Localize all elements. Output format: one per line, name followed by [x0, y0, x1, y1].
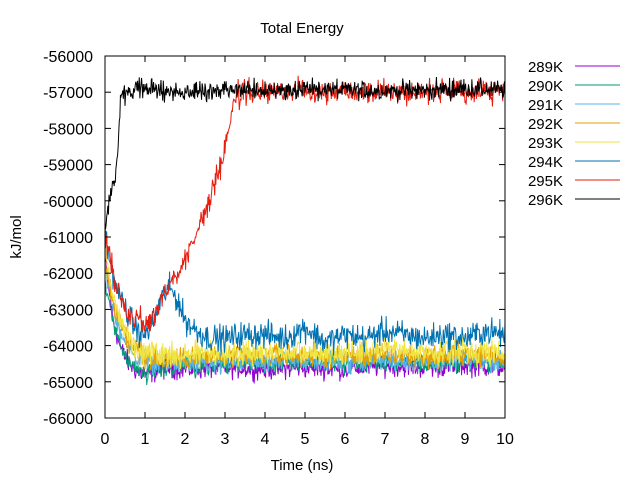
x-tick-label: 2 — [181, 431, 190, 448]
x-tick-label: 9 — [461, 431, 470, 448]
x-tick-label: 3 — [221, 431, 230, 448]
legend-label: 295K — [528, 173, 563, 190]
x-tick-labels: 0 1 2 3 4 5 6 7 8 9 10 — [101, 431, 514, 448]
series-line-295K — [104, 75, 506, 332]
legend-label: 294K — [528, 154, 563, 171]
series-line-296K — [104, 76, 506, 230]
y-tick-label: -56000 — [43, 49, 93, 66]
x-tick-label: 1 — [141, 431, 150, 448]
x-axis-title: Time (ns) — [271, 457, 334, 474]
legend-label: 291K — [528, 97, 563, 114]
legend-label: 293K — [528, 135, 563, 152]
x-tick-label: 7 — [381, 431, 390, 448]
y-axis-title: kJ/mol — [8, 215, 25, 258]
x-tick-label: 6 — [341, 431, 350, 448]
y-tick-label: -61000 — [43, 230, 93, 247]
legend-label: 292K — [528, 116, 563, 133]
y-tick-label: -64000 — [43, 339, 93, 356]
x-tick-label: 4 — [261, 431, 270, 448]
y-tick-labels: -66000 -65000 -64000 -63000 -62000 -61000 -600… — [43, 49, 93, 428]
series-layer — [104, 75, 506, 386]
chart-title: Total Energy — [260, 20, 344, 37]
series-line-294K — [104, 227, 506, 356]
y-tick-label: -63000 — [43, 302, 93, 319]
x-tick-label: 5 — [301, 431, 310, 448]
y-tick-label: -58000 — [43, 121, 93, 138]
legend-label: 289K — [528, 59, 563, 76]
x-tick-label: 0 — [101, 431, 110, 448]
y-tick-label: -59000 — [43, 158, 93, 175]
y-tick-label: -60000 — [43, 194, 93, 211]
legend-label: 290K — [528, 78, 563, 95]
ticks-layer — [104, 55, 506, 419]
x-tick-label: 10 — [496, 431, 514, 448]
y-tick-label: -57000 — [43, 85, 93, 102]
y-tick-label: -65000 — [43, 375, 93, 392]
legend: 289K 290K 291K 292K 293K 294K 295K 296K — [528, 59, 620, 209]
x-tick-label: 8 — [421, 431, 430, 448]
y-tick-label: -66000 — [43, 411, 93, 428]
series-line-293K — [104, 244, 506, 370]
y-tick-label: -62000 — [43, 266, 93, 283]
legend-label: 296K — [528, 192, 563, 209]
